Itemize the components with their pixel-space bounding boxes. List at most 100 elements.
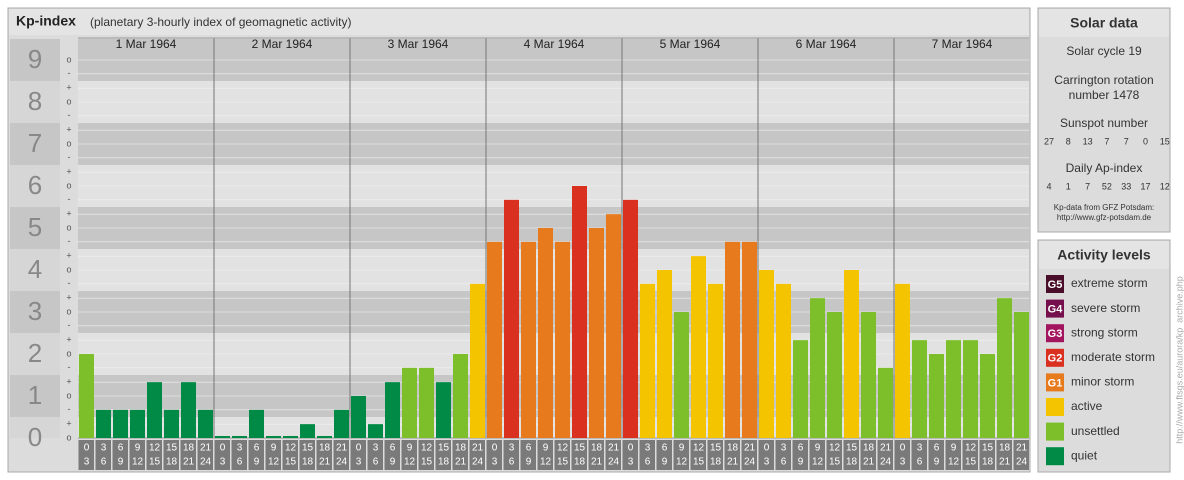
hour-start: 6: [526, 443, 532, 454]
legend-swatch: [1046, 373, 1064, 392]
hour-start: 21: [200, 443, 212, 454]
hour-end: 12: [404, 457, 416, 468]
hour-end: 6: [917, 457, 923, 468]
day-label: 3 Mar 1964: [388, 37, 449, 51]
hour-cell: [639, 440, 655, 470]
hour-end: 9: [390, 457, 396, 468]
bar: [861, 312, 876, 438]
solar-number: 7: [1124, 136, 1129, 146]
solar-number: 27: [1044, 136, 1054, 146]
hour-start: 18: [999, 443, 1011, 454]
hour-start: 3: [101, 443, 107, 454]
hour-cell: [78, 440, 94, 470]
minor-tick-label: +: [66, 167, 71, 177]
hour-start: 9: [271, 443, 277, 454]
hour-end: 21: [319, 457, 331, 468]
y-label-cell: [10, 165, 60, 207]
hour-cell: [146, 440, 162, 470]
bar: [708, 283, 723, 438]
hour-cell: [384, 440, 400, 470]
hour-start: 3: [373, 443, 379, 454]
bar: [929, 354, 944, 438]
minor-tick-label: o: [66, 306, 71, 316]
hour-cell: [197, 440, 213, 470]
bar: [130, 409, 145, 438]
bar: [164, 409, 179, 438]
minor-tick-label: o: [66, 390, 71, 400]
minor-tick-label: +: [66, 125, 71, 135]
solar-number: 52: [1102, 181, 1112, 191]
bar: [963, 340, 978, 438]
hour-end: 21: [183, 457, 195, 468]
day-label: 7 Mar 1964: [932, 37, 993, 51]
bar: [980, 354, 995, 438]
hour-end: 21: [455, 457, 467, 468]
side-url: http://www.ftsgs.eu/aurora/kp_archive.ph…: [1174, 276, 1184, 444]
bar: [793, 340, 808, 438]
hour-end: 12: [948, 457, 960, 468]
hour-start: 12: [829, 443, 841, 454]
hour-start: 6: [390, 443, 396, 454]
hour-cell: [503, 440, 519, 470]
hour-start: 18: [183, 443, 195, 454]
legend-swatch: [1046, 275, 1064, 293]
day-label: 5 Mar 1964: [660, 37, 721, 51]
minor-tick-label: +: [66, 209, 71, 219]
hour-end: 3: [900, 457, 906, 468]
hour-end: 18: [846, 457, 858, 468]
minor-tick-label: -: [68, 362, 71, 372]
solar-number: 17: [1140, 181, 1150, 191]
hour-start: 6: [662, 443, 668, 454]
solar-number: 7: [1104, 136, 1109, 146]
bar: [810, 298, 825, 438]
hour-end: 3: [764, 457, 770, 468]
y-tick-label: 1: [28, 380, 42, 410]
hour-cell: [724, 440, 740, 470]
bar: [623, 199, 638, 438]
hour-end: 24: [744, 457, 756, 468]
subtitle: (planetary 3-hourly index of geomagnetic…: [90, 15, 351, 29]
minor-tick-label: o: [66, 54, 71, 64]
hour-start: 0: [356, 443, 362, 454]
bar: [385, 382, 400, 438]
hour-end: 15: [149, 457, 161, 468]
hour-start: 9: [951, 443, 957, 454]
solar-text: Daily Ap-index: [1066, 161, 1143, 175]
y-label-cell: [10, 81, 60, 123]
minor-tick-label: +: [66, 251, 71, 261]
bar: [776, 283, 791, 438]
y-label-cell: [10, 417, 60, 438]
legend-label: extreme storm: [1071, 276, 1148, 290]
hour-end: 21: [863, 457, 875, 468]
hour-end: 9: [118, 457, 124, 468]
bar: [96, 409, 111, 438]
hour-end: 24: [200, 457, 212, 468]
bar: [572, 186, 587, 438]
hour-end: 6: [237, 457, 243, 468]
hour-cell: [571, 440, 587, 470]
y-label-cell: [10, 333, 60, 375]
day-label: 4 Mar 1964: [524, 37, 585, 51]
solar-number: 15: [1160, 136, 1170, 146]
hour-start: 21: [880, 443, 892, 454]
bar: [555, 241, 570, 438]
legend-swatch: [1046, 447, 1064, 466]
minor-tick-label: o: [66, 264, 71, 274]
hour-cell: [282, 440, 298, 470]
hour-start: 0: [628, 443, 634, 454]
y-tick-label: 4: [28, 254, 42, 284]
legend-title-bar: [1039, 241, 1169, 269]
legend-title: Activity levels: [1057, 247, 1151, 263]
hour-end: 12: [268, 457, 280, 468]
legend-code: G4: [1048, 304, 1064, 316]
hour-end: 3: [356, 457, 362, 468]
legend-swatch: [1046, 299, 1064, 318]
hour-cell: [775, 440, 791, 470]
hour-end: 21: [591, 457, 603, 468]
hour-cell: [690, 440, 706, 470]
hour-end: 6: [373, 457, 379, 468]
hour-start: 21: [608, 443, 620, 454]
y-label-cell: [10, 123, 60, 165]
hour-end: 18: [166, 457, 178, 468]
bar: [1014, 312, 1029, 438]
